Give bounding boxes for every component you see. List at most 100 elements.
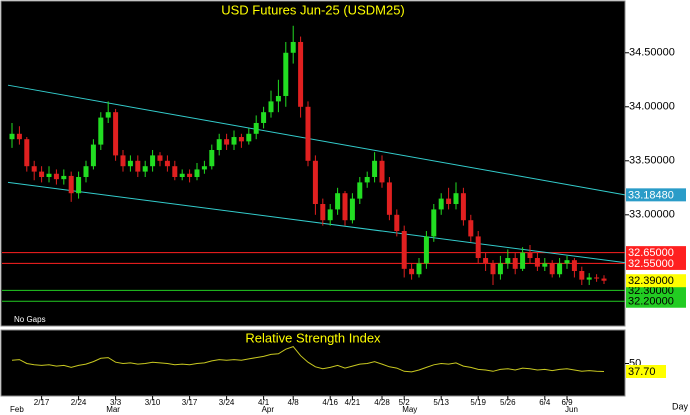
candle-body <box>431 209 437 237</box>
trendline <box>7 84 626 196</box>
rsi-line <box>11 346 605 373</box>
x-tick-label: 3/24 <box>219 398 235 407</box>
candle-body <box>187 173 193 178</box>
x-tick-label: 4/8 <box>288 398 300 407</box>
candle-body <box>564 260 570 264</box>
candle-body <box>342 193 348 221</box>
candle-body <box>150 155 156 167</box>
x-tick-label: 3/10 <box>145 398 161 407</box>
x-tick-label: 3/3 <box>110 398 122 407</box>
candle-body <box>246 133 252 142</box>
x-tick-label: 5/26 <box>500 398 516 407</box>
candle-body <box>520 252 526 269</box>
level-box <box>626 246 686 260</box>
candle-body <box>379 160 385 183</box>
candle-body <box>31 166 37 172</box>
candle-body <box>312 160 318 205</box>
candle-body <box>53 173 59 180</box>
x-tick-label: 5/13 <box>433 398 449 407</box>
month-label: Feb <box>10 405 24 414</box>
candle-body <box>386 182 392 215</box>
chart-title: USD Futures Jun-25 (USDM25) <box>221 2 405 17</box>
trendline-end-box <box>626 188 686 202</box>
candle-body <box>512 258 518 269</box>
x-tick-label: 4/21 <box>345 398 361 407</box>
y-tick-label: 34.50000 <box>629 47 675 59</box>
candle-body <box>76 177 82 194</box>
candle-body <box>157 155 163 161</box>
x-unit: Day <box>672 401 689 411</box>
last-price-box <box>626 274 686 288</box>
candle-body <box>261 112 267 123</box>
y-tick-label: 33.50000 <box>629 155 675 167</box>
level-box <box>626 256 686 270</box>
candle-body <box>335 193 341 210</box>
y-tick-label: 33.00000 <box>629 209 675 221</box>
candle-body <box>135 160 141 172</box>
candle-body <box>594 277 600 279</box>
candle-body <box>90 144 96 167</box>
candle-body <box>357 182 363 199</box>
x-tick-label: 5/19 <box>470 398 486 407</box>
candle-body <box>483 258 489 264</box>
candle-body <box>557 263 563 275</box>
candle-body <box>201 166 207 170</box>
candle-body <box>327 209 333 221</box>
y-tick-label: 34.00000 <box>629 101 675 113</box>
candle-body <box>61 175 67 180</box>
indicator-title: Relative Strength Index <box>245 330 381 345</box>
candle-body <box>209 149 215 167</box>
candle-body <box>98 117 104 145</box>
candle-body <box>446 198 452 205</box>
candle-body <box>16 133 22 140</box>
x-tick-label: 5/2 <box>399 398 411 407</box>
candle-body <box>164 160 170 167</box>
candle-body <box>549 263 555 275</box>
candle-body <box>194 169 200 178</box>
candle-body <box>231 137 237 145</box>
month-label: May <box>402 405 417 414</box>
candle-body <box>349 198 355 221</box>
candle-body <box>453 193 459 205</box>
candle-body <box>505 258 511 264</box>
candle-body <box>68 175 74 194</box>
candle-body <box>416 263 422 275</box>
candle-body <box>460 193 466 221</box>
candle-body <box>142 166 148 172</box>
x-tick-label: 6/4 <box>539 398 551 407</box>
candle-body <box>283 52 289 96</box>
x-tick-label: 3/17 <box>182 398 198 407</box>
candle-body <box>490 263 496 275</box>
candle-body <box>238 137 244 142</box>
candle-body <box>24 139 30 167</box>
level-label: 32.20000 <box>628 296 674 308</box>
level-label: 32.30000 <box>628 285 674 297</box>
x-tick-label: 6/9 <box>561 398 573 407</box>
note: No Gaps <box>14 315 46 324</box>
candle-body <box>423 236 429 264</box>
x-tick-label: 4/28 <box>374 398 390 407</box>
candle-body <box>475 236 481 259</box>
candle-body <box>83 166 89 178</box>
candle-body <box>179 173 185 178</box>
candle-body <box>9 133 15 140</box>
candle-body <box>172 166 178 178</box>
candle-body <box>253 122 259 134</box>
candles <box>9 25 607 286</box>
rsi-last-box <box>626 364 666 378</box>
candle-body <box>298 41 304 107</box>
candle-body <box>394 214 400 232</box>
candle-body <box>305 106 311 161</box>
candle-body <box>497 263 503 275</box>
candle-body <box>571 260 577 271</box>
x-tick-label: 4/1 <box>258 398 270 407</box>
rsi-panel <box>0 329 626 397</box>
candle-body <box>468 220 474 237</box>
month-label: Jun <box>565 405 578 414</box>
candle-body <box>409 268 415 275</box>
candle-body <box>320 204 326 221</box>
candle-body <box>105 112 111 118</box>
candle-body <box>364 177 370 183</box>
candle-body <box>275 95 281 102</box>
